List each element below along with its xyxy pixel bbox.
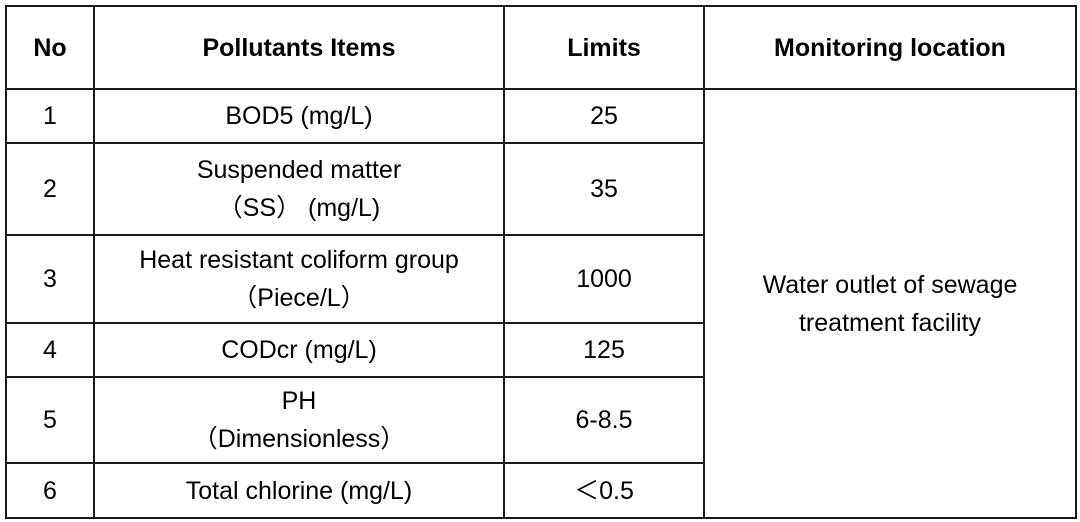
row-number: 2 <box>5 142 95 236</box>
row-number: 4 <box>5 322 95 378</box>
limit-value: 1000 <box>503 234 705 324</box>
pollutant-item-line: PH <box>281 387 317 415</box>
pollutant-item-line: （Dimensionless） <box>192 425 406 453</box>
monitoring-location: Water outlet of sewage treatment facilit… <box>703 88 1077 519</box>
table-row: 6 Total chlorine (mg/L) ＜0.5 <box>5 462 1076 519</box>
row-number: 6 <box>5 462 95 519</box>
row-number: 1 <box>5 88 95 144</box>
header-pollutants-items: Pollutants Items <box>93 5 505 90</box>
row-number: 3 <box>5 234 95 324</box>
table-row: 4 CODcr (mg/L) 125 <box>5 322 1076 378</box>
header-limits: Limits <box>503 5 705 90</box>
pollutant-item-line: BOD5 (mg/L) <box>225 102 373 130</box>
header-no: No <box>5 5 95 90</box>
pollutant-item: CODcr (mg/L) <box>93 322 505 378</box>
table-row: 5 PH （Dimensionless） 6-8.5 <box>5 376 1076 464</box>
table-row: 2 Suspended matter （SS） (mg/L) 35 <box>5 142 1076 236</box>
monitoring-location-line: Water outlet of sewage <box>762 270 1018 299</box>
pollutant-item-line: Suspended matter <box>196 156 402 184</box>
pollutant-item-line: CODcr (mg/L) <box>221 336 377 364</box>
pollutant-item-line: Heat resistant coliform group <box>139 246 459 274</box>
limit-value: 125 <box>503 322 705 378</box>
pollutant-item-line: Total chlorine (mg/L) <box>185 476 413 505</box>
pollutant-item: BOD5 (mg/L) <box>93 88 505 144</box>
monitoring-location-line: treatment facility <box>798 308 981 337</box>
pollutant-item: Suspended matter （SS） (mg/L) <box>93 142 505 236</box>
pollutant-limits-table: No Pollutants Items Limits Monitoring lo… <box>5 5 1077 519</box>
row-number: 5 <box>5 376 95 464</box>
pollutant-item: Heat resistant coliform group （Piece/L） <box>93 234 505 324</box>
pollutant-item-line: （Piece/L） <box>232 284 366 312</box>
pollutant-item: PH （Dimensionless） <box>93 376 505 464</box>
limit-value: 25 <box>503 88 705 144</box>
pollutant-item: Total chlorine (mg/L) <box>93 462 505 519</box>
limit-value: ＜0.5 <box>503 462 705 519</box>
header-monitoring-location: Monitoring location <box>703 5 1077 90</box>
limit-value: 35 <box>503 142 705 236</box>
table-row: 3 Heat resistant coliform group （Piece/L… <box>5 234 1076 324</box>
pollutant-item-line: （SS） (mg/L) <box>217 194 381 222</box>
limit-value: 6-8.5 <box>503 376 705 464</box>
table-row: 1 BOD5 (mg/L) 25 Water outlet of sewage … <box>5 88 1077 519</box>
table-header-row: No Pollutants Items Limits Monitoring lo… <box>5 5 1077 90</box>
